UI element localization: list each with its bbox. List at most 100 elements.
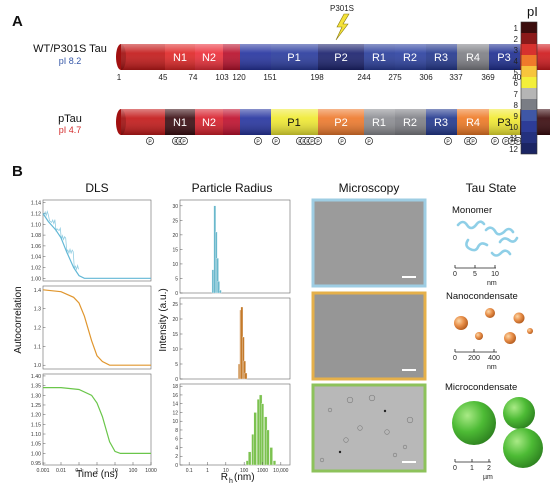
dls-ytick-label: 1.10 (31, 222, 41, 228)
dls-ytick-label: 1.40 (31, 374, 41, 380)
pi-scale-swatch (521, 143, 537, 154)
dls-xtick-label: 100 (129, 468, 138, 474)
phospho-site-symbol: P (256, 140, 260, 146)
dls-curve (42, 213, 151, 279)
radius-ytick-label: 2 (175, 454, 178, 460)
histogram-bar (219, 289, 222, 294)
pi-scale-swatch (521, 44, 537, 55)
dls-ytick-label: 1.0 (34, 363, 41, 369)
scale-tick: 200 (468, 355, 480, 362)
scale-bar-microcondensate: 0 1 2 µm (453, 459, 493, 481)
ptau-domain-label: P3 (497, 117, 510, 129)
nanocondensate-droplet (513, 312, 525, 324)
pi-scale-swatch (521, 88, 537, 99)
dls-ytick-label: 1.2 (34, 326, 41, 332)
residue-position: 74 (189, 73, 198, 82)
monomer-chain (456, 220, 486, 230)
phospho-site-symbol: P (510, 140, 514, 146)
dls-ytick-label: 1.20 (31, 413, 41, 419)
pi-scale-tick: 2 (514, 35, 519, 44)
phospho-site-markers: PPPPPPPPPPPPPPPPPPPPP (146, 137, 528, 146)
phospho-site-symbol: P (306, 140, 310, 146)
phospho-site-marker (180, 137, 188, 145)
panel-a-letter: A (12, 13, 23, 30)
wt-domain-label: R1 (372, 52, 386, 64)
wt-domain-label: P1 (287, 52, 300, 64)
radius-histograms: 30252015105025201510501816141210864200.1… (172, 199, 291, 474)
scale-tick: 400 (488, 355, 500, 362)
wt-domain-label: R2 (403, 52, 417, 64)
microscopy-particle (338, 450, 342, 454)
radius-plot-frame (179, 383, 291, 466)
microcondensate-droplet (503, 428, 543, 468)
nanocondensate-droplet (504, 332, 516, 344)
mutation-label: P301S (330, 4, 354, 13)
ptau-domain-label: N1 (173, 117, 187, 129)
scale-tick: 0 (453, 465, 457, 472)
scale-unit: nm (487, 280, 497, 287)
nanocondensate-droplet (527, 328, 533, 334)
phospho-site-marker (314, 137, 322, 145)
pi-scale-tick: 6 (514, 79, 519, 88)
scale-tick: 1 (470, 465, 474, 472)
microscopy-particle (383, 409, 387, 413)
scale-unit: µm (483, 474, 493, 481)
phospho-site-symbol: P (182, 140, 186, 146)
dls-ytick-label: 1.05 (31, 442, 41, 448)
state-nanocondensate-label: Nanocondensate (446, 291, 518, 302)
dls-plot-frame (42, 373, 152, 466)
wt-domain-label: N1 (173, 52, 187, 64)
monomer-chain (465, 238, 489, 252)
tau-state-column: Monomer 0 5 10 nm Nanocondensate (445, 205, 543, 481)
microscopy-droplet (319, 457, 325, 463)
dls-ytick-label: 1.35 (31, 384, 41, 390)
phospho-site-symbol: P (471, 140, 475, 146)
pi-scale-tick: 10 (509, 123, 518, 132)
residue-position: 1 (117, 73, 122, 82)
phospho-site-symbol: P (148, 140, 152, 146)
radius-ytick-label: 15 (172, 247, 178, 253)
histogram-bar (266, 429, 270, 466)
residue-positions: 1 45 74 103 120 151 198 244 275 306 337 … (117, 73, 526, 82)
dls-ytick-label: 1.25 (31, 403, 41, 409)
ptau-domain-bar (116, 109, 550, 135)
phospho-site-marker (146, 137, 154, 145)
radius-xlabel: R (221, 472, 228, 483)
pi-scale-swatch (521, 132, 537, 143)
phospho-site-symbol: P (367, 140, 371, 146)
wt-tau-domain-bar (116, 44, 550, 70)
nanocondensate-droplet (485, 308, 495, 318)
phospho-site-symbol: P (516, 140, 520, 146)
dls-curve (42, 289, 151, 366)
ptau-domain-label: R1 (372, 117, 386, 129)
scale-tick: 0 (453, 271, 457, 278)
dls-ytick-label: 1.02 (31, 266, 41, 272)
radius-ytick-label: 12 (172, 410, 178, 416)
state-monomer-label: Monomer (452, 205, 492, 216)
residue-position: 198 (310, 73, 324, 82)
residue-position: 337 (449, 73, 463, 82)
microscopy-droplet (384, 429, 390, 435)
microscopy-title: Microscopy (339, 181, 400, 195)
nanocondensate-droplet (454, 316, 468, 330)
histogram-bar (260, 403, 265, 466)
ptau-domain-label: R4 (466, 117, 480, 129)
dls-xtick-label: 0.01 (56, 468, 66, 474)
ptau-domain-label: R3 (434, 117, 448, 129)
dls-ytick-label: 1.4 (34, 288, 41, 294)
wt-domain-label: P3 (497, 52, 510, 64)
panel-b-letter: B (12, 163, 23, 180)
radius-plot-frame (179, 297, 291, 380)
wt-domain-labels: N1 N2 P1 P2 R1 R2 R3 R4 P3 (173, 52, 511, 64)
pi-scale-frame (520, 21, 538, 155)
phospho-site-marker (444, 137, 452, 145)
phospho-site-symbol: P (316, 140, 320, 146)
histogram-bar (244, 372, 248, 380)
microscopy-scale-bar (402, 369, 416, 371)
monomer-chain (484, 226, 515, 236)
phospho-site-symbol: P (274, 140, 278, 146)
pi-scale-tick: 4 (514, 57, 519, 66)
dls-xtick-label: 1000 (145, 468, 157, 474)
